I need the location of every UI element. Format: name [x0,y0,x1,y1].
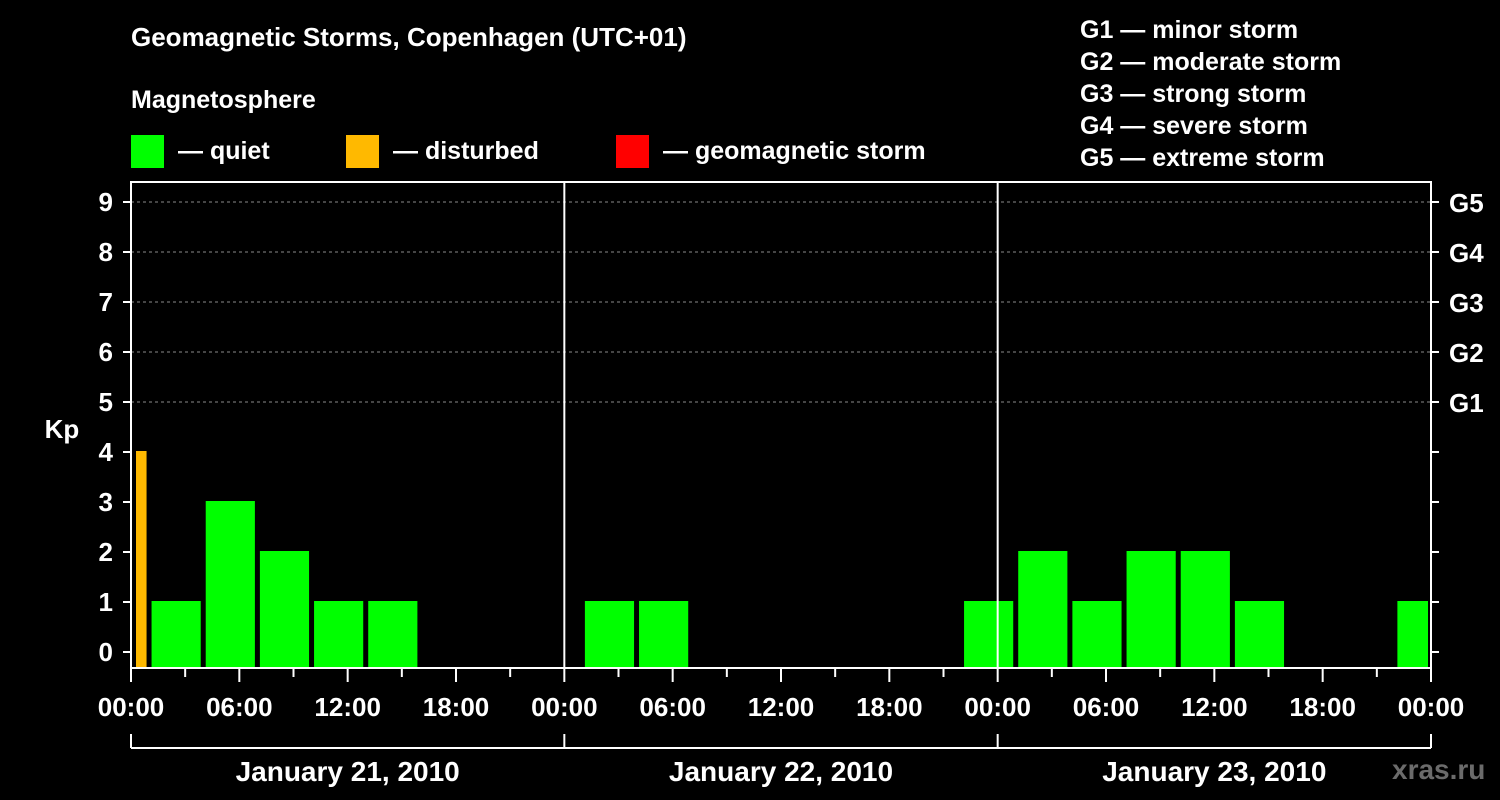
y-tick-label-1: 1 [99,587,113,617]
x-tick-label-10: 12:00 [1181,692,1248,722]
right-tick-label-G2: G2 [1449,338,1484,368]
y-tick-label-0: 0 [99,637,113,667]
axes: 0 1 2 3 4 5 6 7 8 9 G1 G2 G3 G4 G5 00:00 06:00 12:00 18:00… [98,181,1484,787]
plot-frame [130,181,1432,669]
x-tick-label-8: 00:00 [964,692,1031,722]
storm-level-legend: G1 — minor storm G2 — moderate storm G3 … [1080,14,1341,174]
storm-level-g1: G1 — minor storm [1080,16,1299,44]
legend-item-quiet: — quiet [131,134,270,168]
x-tick-label-11: 18:00 [1289,692,1356,722]
bar-12 [1180,551,1230,668]
y-tick-label-7: 7 [99,287,113,317]
right-tick-label-G4: G4 [1449,238,1484,268]
bar-2 [205,501,255,668]
bar-10 [1072,601,1122,668]
bar-4 [314,601,364,668]
x-tick-label-5: 06:00 [639,692,706,722]
storm-level-g3: G3 — strong storm [1080,80,1307,108]
y-tick-label-9: 9 [99,187,113,217]
bar-6 [584,601,635,668]
bar-0 [136,451,147,668]
x-tick-label-1: 06:00 [206,692,273,722]
legend-label-quiet: — quiet [178,136,270,165]
bar-13 [1234,601,1285,668]
y-tick-label-6: 6 [99,337,113,367]
bar-11 [1126,551,1176,668]
storm-level-g5: G5 — extreme storm [1080,144,1325,172]
y-axis-label: Kp [45,414,80,444]
x-tick-label-3: 18:00 [423,692,490,722]
legend-item-disturbed: — disturbed [346,134,539,168]
y-tick-label-3: 3 [99,487,113,517]
legend-swatch-storm [616,134,649,168]
x-tick-label-0: 00:00 [98,692,165,722]
x-tick-label-2: 12:00 [314,692,381,722]
y-tick-label-2: 2 [99,537,113,567]
storm-level-g4: G4 — severe storm [1080,112,1308,140]
day-label-2: January 23, 2010 [1102,756,1326,787]
chart-title: Geomagnetic Storms, Copenhagen (UTC+01) [131,22,687,52]
x-tick-label-9: 06:00 [1073,692,1140,722]
x-tick-label-6: 12:00 [748,692,815,722]
day-label-1: January 22, 2010 [669,756,893,787]
bar-8 [964,601,1014,668]
right-tick-label-G1: G1 [1449,388,1484,418]
bar-5 [368,601,418,668]
y-tick-label-8: 8 [99,237,113,267]
right-tick-label-G5: G5 [1449,188,1484,218]
watermark: xras.ru [1392,754,1486,785]
legend-swatch-disturbed [346,134,379,168]
storm-level-g2: G2 — moderate storm [1080,48,1342,76]
grid-lines [131,201,1431,403]
bar-9 [1018,551,1068,668]
x-tick-label-12: 00:00 [1398,692,1465,722]
legend-label-disturbed: — disturbed [393,136,539,165]
legend-label-storm: — geomagnetic storm [663,136,926,165]
day-label-0: January 21, 2010 [236,756,460,787]
legend-swatch-quiet [131,134,164,168]
bar-7 [639,601,689,668]
y-tick-label-5: 5 [99,387,113,417]
x-tick-label-4: 00:00 [531,692,598,722]
chart-subtitle: Magnetosphere [131,86,316,114]
bar-3 [259,551,310,668]
kp-bars [136,451,1428,668]
legend-item-storm: — geomagnetic storm [616,134,926,168]
y-tick-label-4: 4 [99,437,114,467]
bar-14 [1397,601,1428,668]
x-tick-label-7: 18:00 [856,692,923,722]
bar-1 [151,601,201,668]
right-tick-label-G3: G3 [1449,288,1484,318]
